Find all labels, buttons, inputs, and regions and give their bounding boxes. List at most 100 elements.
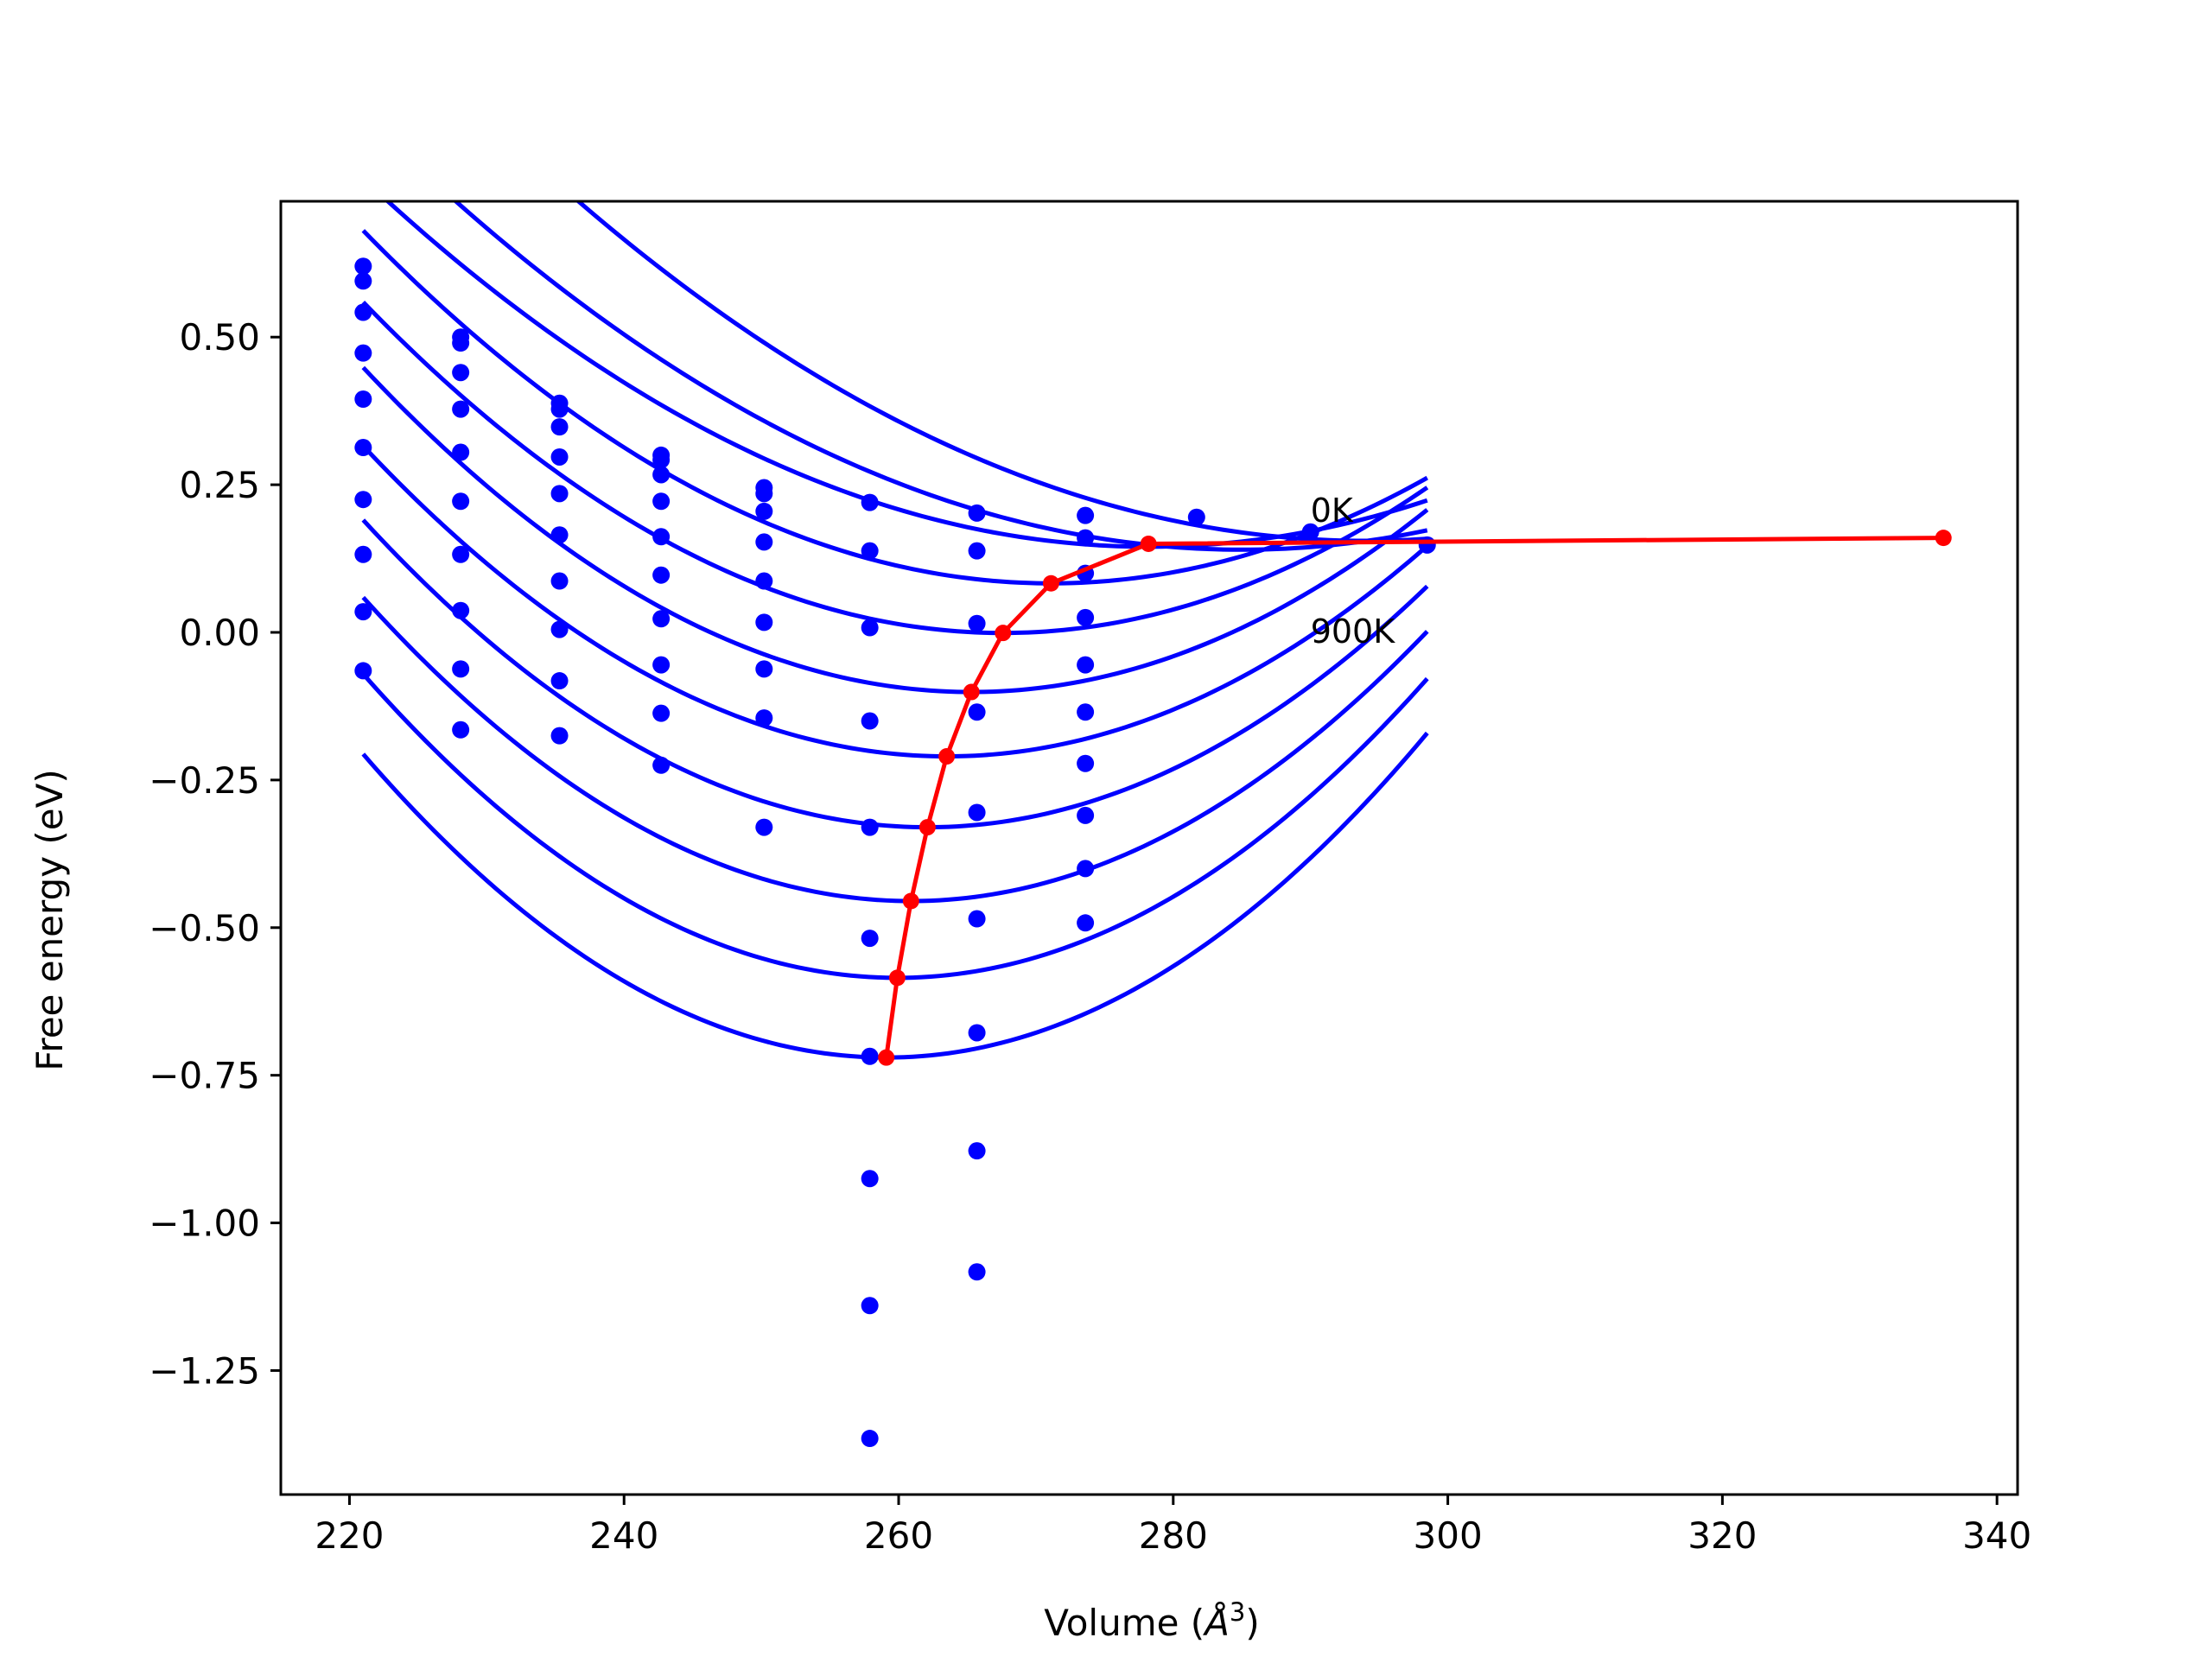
- minimum-path-point: [1140, 535, 1157, 552]
- data-point: [755, 502, 773, 520]
- data-point: [861, 542, 879, 560]
- data-point: [755, 485, 773, 503]
- data-point: [861, 493, 879, 511]
- data-point: [755, 709, 773, 727]
- x-tick-label: 340: [1962, 1514, 2031, 1557]
- data-point: [968, 614, 986, 632]
- data-point: [550, 400, 569, 418]
- data-point: [652, 756, 671, 774]
- fit-curve-0: [575, 201, 1427, 543]
- data-point: [550, 485, 569, 503]
- data-point: [452, 545, 470, 563]
- data-point: [1077, 529, 1095, 547]
- data-point: [968, 803, 986, 822]
- data-point: [755, 818, 773, 836]
- y-tick-label: −0.50: [149, 907, 260, 949]
- data-point: [652, 656, 671, 674]
- data-point: [861, 818, 879, 836]
- data-point: [452, 601, 470, 619]
- data-point: [354, 344, 372, 362]
- y-tick-label: 0.50: [179, 316, 260, 359]
- data-point: [652, 466, 671, 484]
- y-tick-label: 0.00: [179, 612, 260, 654]
- data-point: [452, 334, 470, 352]
- data-point: [968, 703, 986, 721]
- minimum-path-point: [918, 819, 936, 836]
- fit-curve-7: [361, 518, 1429, 830]
- data-point: [968, 1142, 986, 1160]
- data-point: [755, 572, 773, 590]
- minimum-path-point: [888, 969, 906, 987]
- plot-frame: [279, 200, 2019, 1496]
- fit-curve-10: [361, 731, 1429, 1060]
- x-tick-label: 220: [315, 1514, 384, 1557]
- data-point: [861, 1297, 879, 1315]
- y-tick-label: −1.00: [149, 1203, 260, 1245]
- fit-curve-6: [361, 444, 1429, 759]
- data-point: [354, 303, 372, 321]
- data-point: [861, 930, 879, 948]
- data-point: [652, 451, 671, 469]
- minimum-path-point: [963, 683, 980, 701]
- data-point: [452, 660, 470, 678]
- x-tick-label: 260: [864, 1514, 933, 1557]
- data-point: [861, 1047, 879, 1065]
- data-point: [1077, 754, 1095, 772]
- data-point: [550, 620, 569, 638]
- data-point: [755, 533, 773, 551]
- data-point: [1077, 656, 1095, 674]
- annotations: 0K 900K: [1311, 492, 1396, 651]
- data-point: [968, 1024, 986, 1042]
- annotation-label: 0K: [1311, 492, 1354, 530]
- data-point: [550, 526, 569, 544]
- data-point: [861, 712, 879, 730]
- data-point: [550, 447, 569, 466]
- y-tick-label: 0.25: [179, 464, 260, 506]
- y-tick-label: −1.25: [149, 1349, 260, 1392]
- data-point: [652, 528, 671, 546]
- data-point: [1077, 506, 1095, 524]
- data-point: [452, 720, 470, 739]
- x-tick-label: 240: [589, 1514, 658, 1557]
- y-axis-ticks: 0.50 0.25 0.00 −0.25 −0.50 −0.75 −1.00 −1.25: [149, 316, 281, 1392]
- data-point: [968, 542, 986, 560]
- y-axis-label: Free energy (eV): [29, 769, 71, 1071]
- data-point: [354, 491, 372, 509]
- data-point: [354, 545, 372, 563]
- data-point: [550, 572, 569, 590]
- data-point: [1077, 806, 1095, 824]
- data-point: [354, 603, 372, 621]
- scatter-points: [354, 257, 1436, 1448]
- data-point: [452, 400, 470, 418]
- x-tick-label: 300: [1414, 1514, 1483, 1557]
- fit-curves: [361, 201, 1429, 1060]
- data-point: [968, 910, 986, 928]
- data-point: [861, 1430, 879, 1448]
- annotation-label: 900K: [1311, 613, 1396, 651]
- data-point: [1301, 523, 1319, 541]
- x-axis-ticks: 220 240 260 280 300 320 340: [315, 1495, 2031, 1557]
- data-point: [354, 390, 372, 408]
- minimum-path-point: [995, 625, 1012, 642]
- data-point: [550, 418, 569, 436]
- minimum-path: [878, 530, 1952, 1066]
- fit-curve-5: [361, 365, 1429, 695]
- data-point: [968, 1263, 986, 1281]
- fit-curve-1: [452, 201, 1428, 552]
- data-point: [652, 610, 671, 628]
- data-point: [1077, 703, 1095, 721]
- y-tick-label: −0.75: [149, 1055, 260, 1097]
- data-point: [652, 704, 671, 722]
- data-point: [550, 727, 569, 745]
- data-point: [755, 660, 773, 678]
- y-tick-label: −0.25: [149, 759, 260, 802]
- minimum-path-line: [884, 536, 1944, 1058]
- data-point: [755, 613, 773, 632]
- data-point: [354, 272, 372, 290]
- data-point: [652, 492, 671, 511]
- data-point: [1077, 860, 1095, 878]
- fit-curve-3: [361, 229, 1428, 586]
- data-point: [354, 662, 372, 680]
- data-point: [1418, 536, 1436, 554]
